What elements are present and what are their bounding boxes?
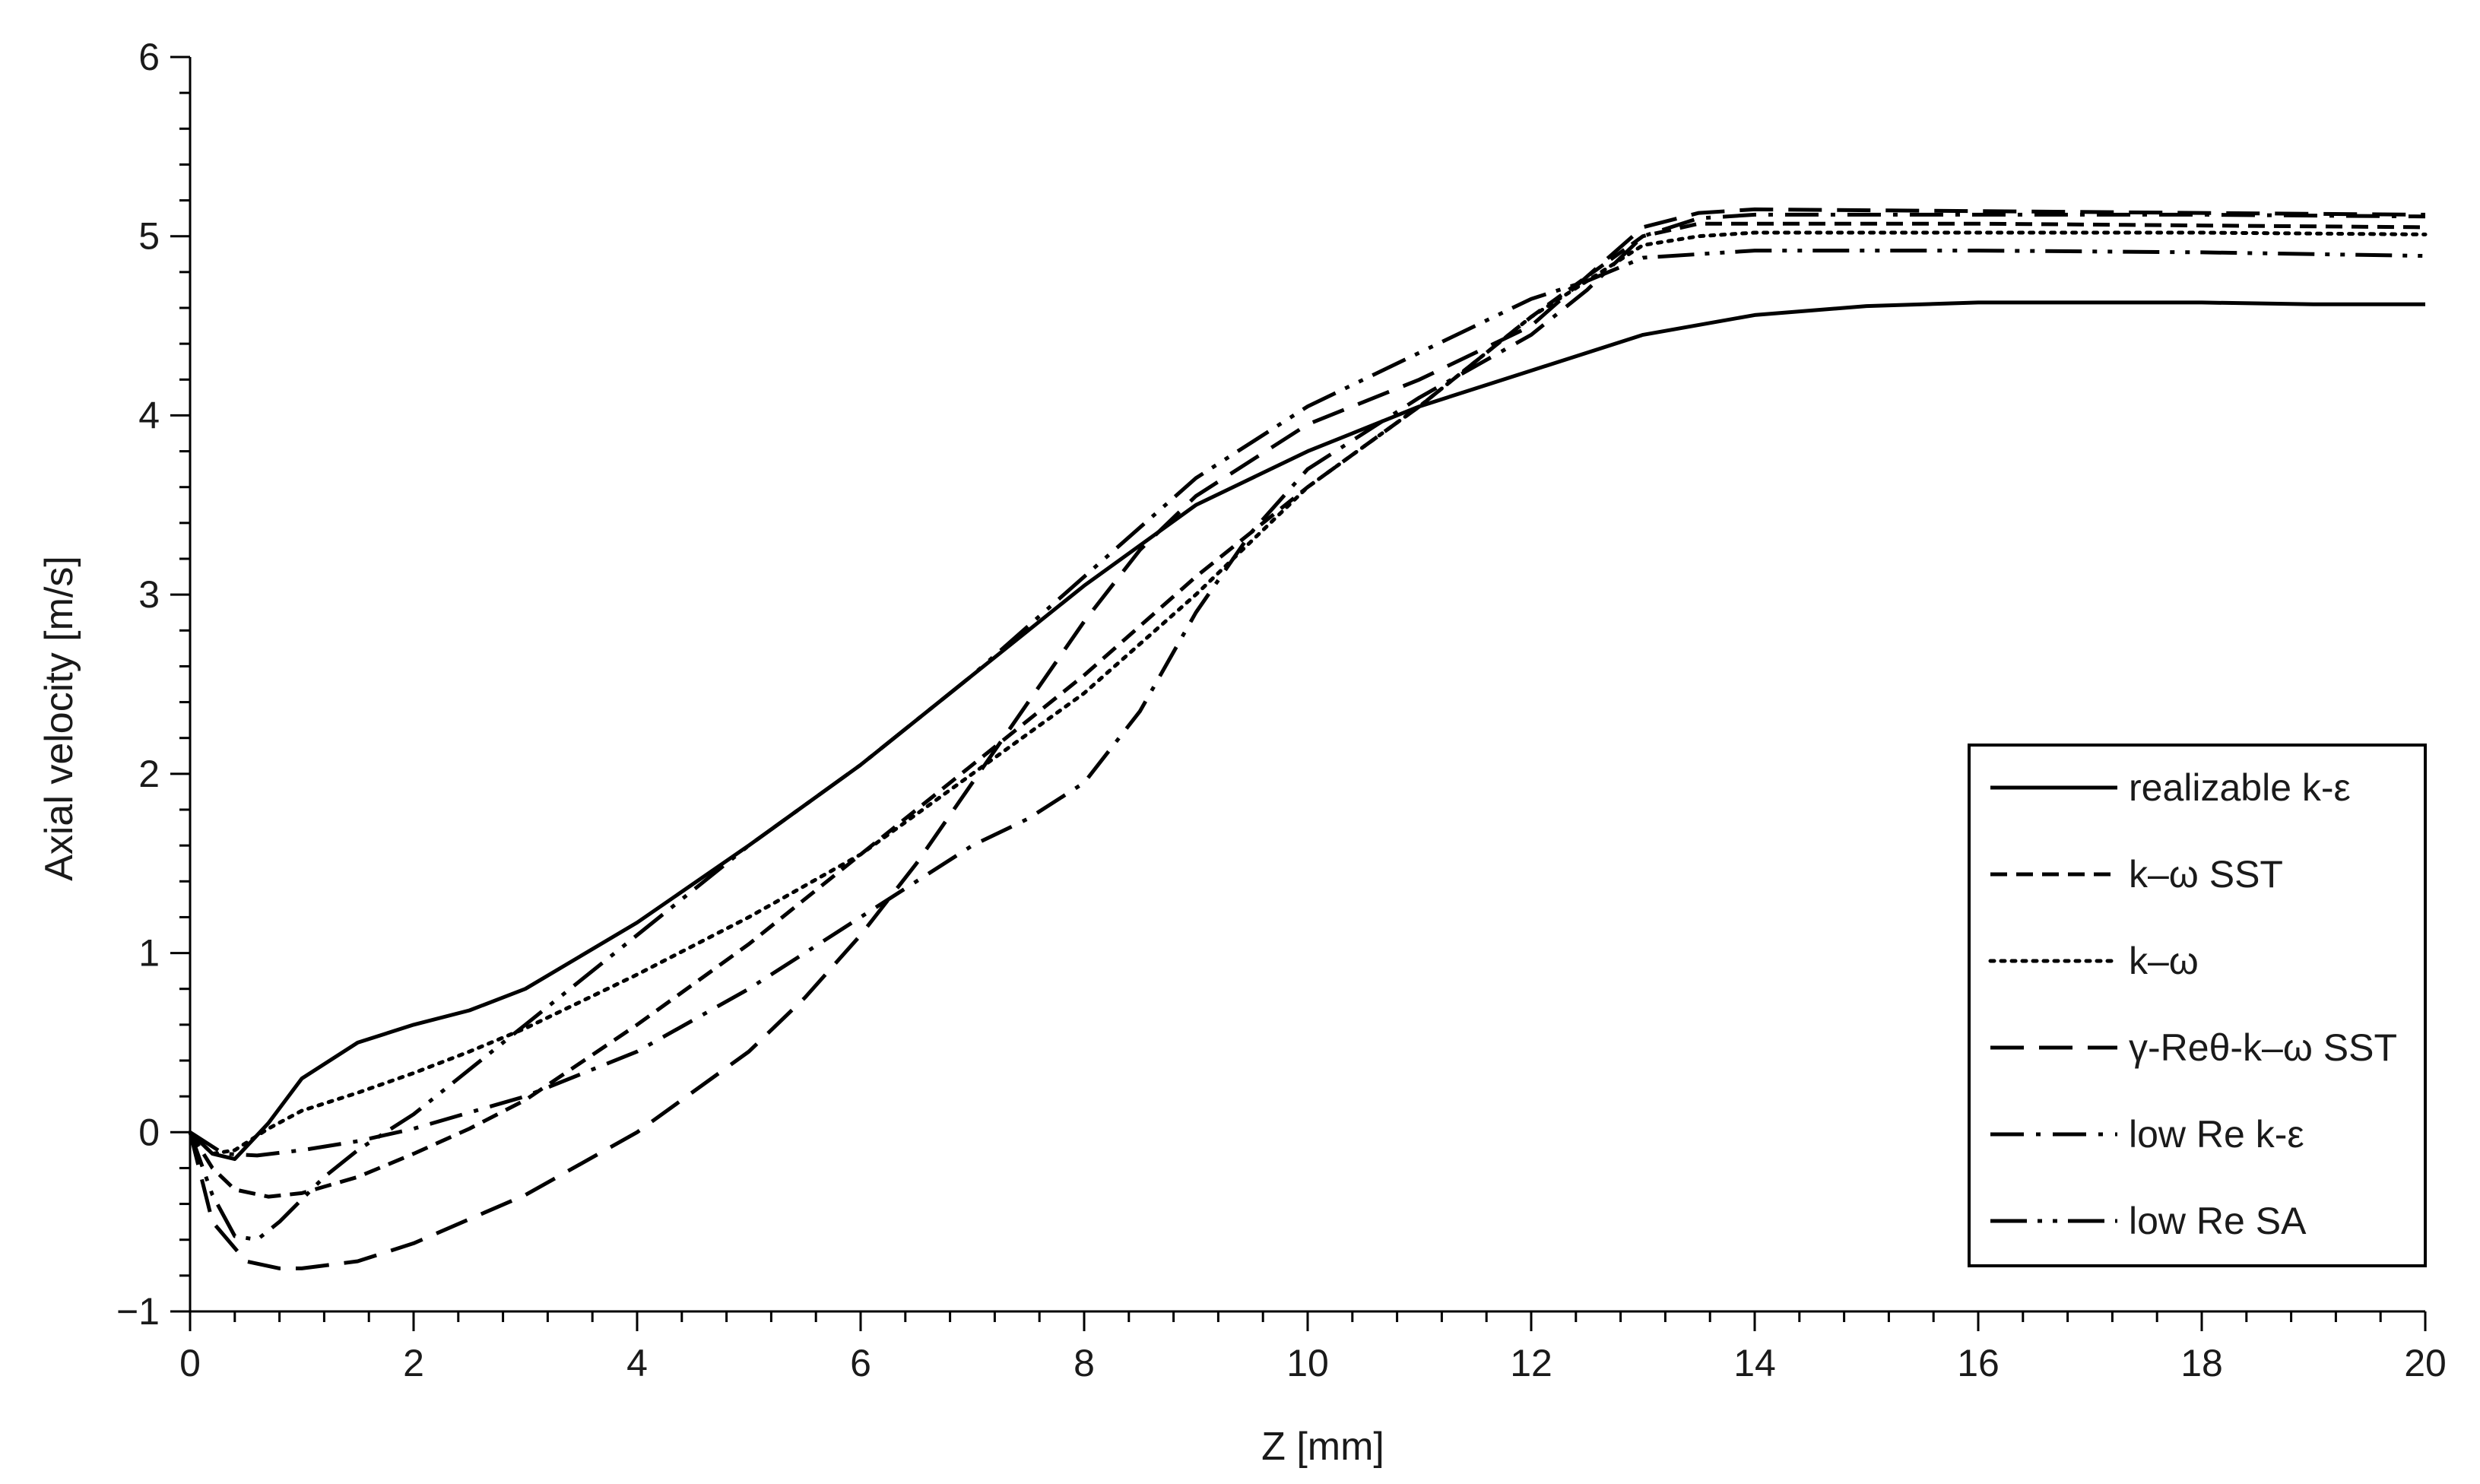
x-tick-label: 8 [1074,1342,1095,1384]
legend-label-2: k–ω SST [2129,853,2283,896]
legend-label-4: γ-Reθ-k–ω SST [2129,1026,2397,1069]
y-tick-label: 3 [138,573,160,616]
y-tick-label: 5 [138,215,160,258]
y-axis-title: Axial velocity [m/s] [37,556,81,881]
x-tick-label: 4 [626,1342,648,1384]
x-tick-label: 14 [1733,1342,1776,1384]
legend-label-5: low Re k-ε [2129,1113,2304,1156]
x-tick-label: 2 [403,1342,424,1384]
y-tick-label: 0 [138,1111,160,1153]
x-tick-label: 6 [850,1342,871,1384]
y-tick-label: 1 [138,932,160,975]
series-line-4 [188,207,2426,1270]
y-tick-label: −1 [116,1290,160,1333]
x-tick-label: 0 [179,1342,201,1384]
legend-box [1968,744,2427,1267]
y-tick-label: 4 [138,394,160,436]
y-tick-label: 6 [138,36,160,78]
legend-label-6: low Re SA [2129,1200,2307,1242]
series-line-6 [188,249,2426,1242]
series-line-1 [189,300,2425,1162]
x-tick-label: 16 [1957,1342,2000,1384]
legend: realizable k-ε k–ω SST k–ω γ-Reθ-k–ω SST low… [1968,744,2427,1267]
series-layer [188,207,2428,1270]
x-tick-label: 20 [2404,1342,2447,1384]
x-tick-label: 10 [1286,1342,1329,1384]
y-tick-label: 2 [138,753,160,795]
legend-label-1: realizable k-ε [2129,766,2351,809]
x-tick-label: 12 [1510,1342,1552,1384]
legend-label-3: k–ω [2129,940,2199,982]
x-tick-label: 18 [2180,1342,2223,1384]
series-line-2 [188,221,2426,1199]
x-axis-title: Z [mm] [1261,1425,1384,1469]
series-line-5 [189,212,2426,1158]
